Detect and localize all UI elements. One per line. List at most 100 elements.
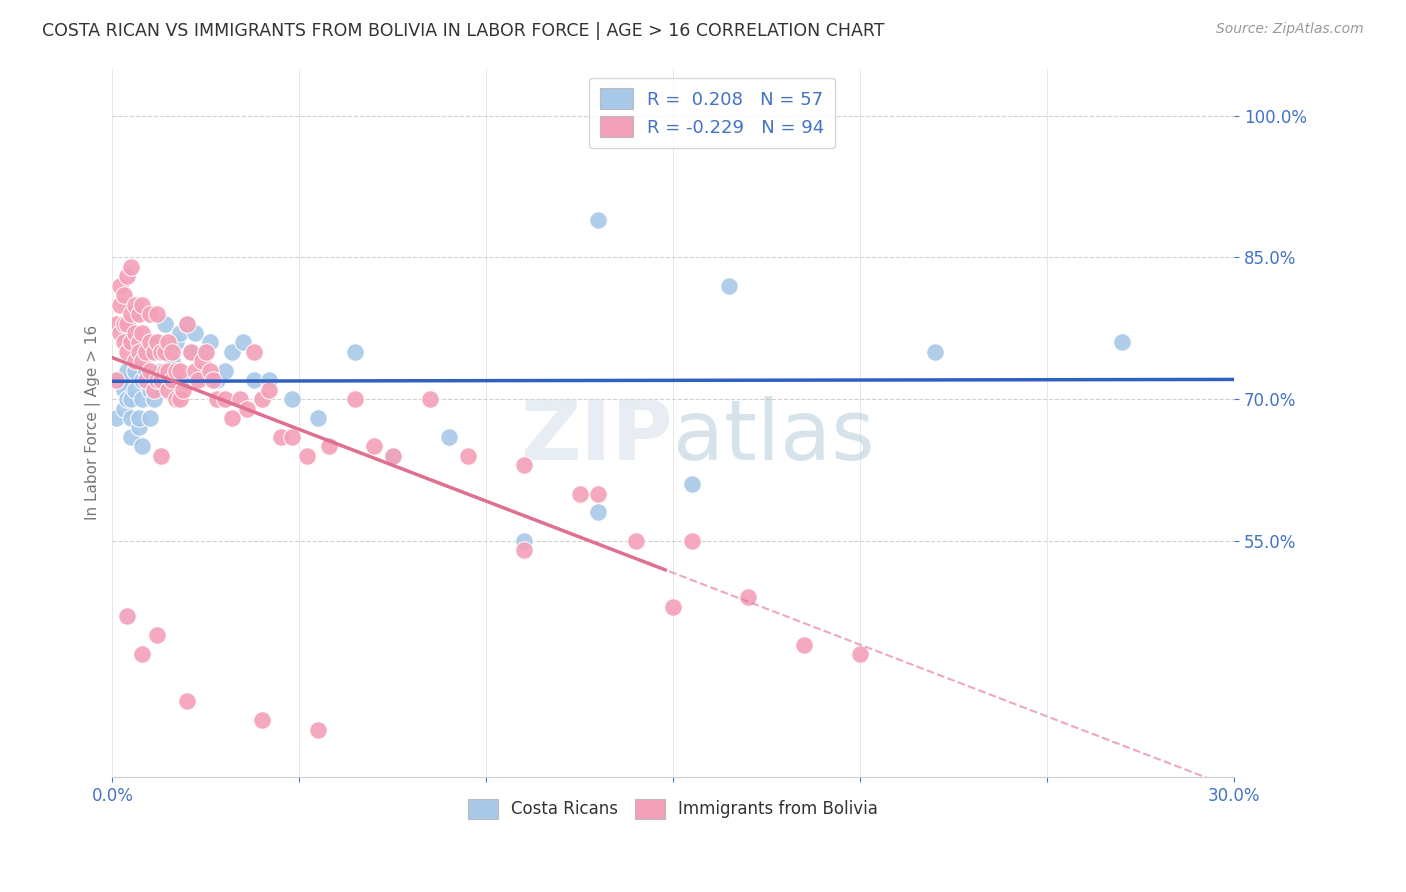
Point <box>232 335 254 350</box>
Point <box>165 392 187 406</box>
Point <box>117 317 139 331</box>
Point <box>281 392 304 406</box>
Point <box>169 392 191 406</box>
Point <box>142 344 165 359</box>
Point <box>150 373 173 387</box>
Point <box>172 383 194 397</box>
Point <box>681 533 703 548</box>
Point <box>318 439 340 453</box>
Point <box>128 411 150 425</box>
Point <box>662 599 685 614</box>
Point <box>146 628 169 642</box>
Point <box>512 533 534 548</box>
Point <box>131 373 153 387</box>
Point <box>117 269 139 284</box>
Point <box>624 533 647 548</box>
Point <box>281 430 304 444</box>
Point <box>588 212 610 227</box>
Point <box>295 449 318 463</box>
Point <box>124 364 146 378</box>
Point <box>214 364 236 378</box>
Point <box>221 411 243 425</box>
Point <box>307 411 329 425</box>
Point <box>120 392 142 406</box>
Text: COSTA RICAN VS IMMIGRANTS FROM BOLIVIA IN LABOR FORCE | AGE > 16 CORRELATION CHA: COSTA RICAN VS IMMIGRANTS FROM BOLIVIA I… <box>42 22 884 40</box>
Point <box>157 364 180 378</box>
Point <box>139 307 162 321</box>
Point <box>150 449 173 463</box>
Point <box>105 373 128 387</box>
Point <box>718 278 741 293</box>
Point <box>363 439 385 453</box>
Point <box>176 317 198 331</box>
Point <box>153 317 176 331</box>
Point <box>160 373 183 387</box>
Point <box>214 392 236 406</box>
Point <box>131 647 153 661</box>
Point <box>228 392 250 406</box>
Point <box>153 344 176 359</box>
Point <box>381 449 404 463</box>
Point <box>259 383 281 397</box>
Point <box>250 392 273 406</box>
Point <box>457 449 479 463</box>
Point <box>117 344 139 359</box>
Point <box>160 344 183 359</box>
Point <box>146 373 169 387</box>
Point <box>344 344 367 359</box>
Point <box>135 373 157 387</box>
Point <box>205 373 228 387</box>
Point <box>120 411 142 425</box>
Point <box>105 411 128 425</box>
Point <box>160 354 183 368</box>
Text: atlas: atlas <box>673 396 875 477</box>
Point <box>187 373 209 387</box>
Legend: Costa Ricans, Immigrants from Bolivia: Costa Ricans, Immigrants from Bolivia <box>461 793 884 825</box>
Point <box>180 344 202 359</box>
Point <box>191 354 214 368</box>
Point <box>128 307 150 321</box>
Y-axis label: In Labor Force | Age > 16: In Labor Force | Age > 16 <box>86 325 101 520</box>
Point <box>307 723 329 737</box>
Point <box>924 344 946 359</box>
Point <box>157 344 180 359</box>
Point <box>142 383 165 397</box>
Point <box>180 344 202 359</box>
Point <box>176 694 198 708</box>
Point <box>205 392 228 406</box>
Point <box>344 392 367 406</box>
Point <box>183 364 205 378</box>
Point <box>120 335 142 350</box>
Point <box>169 364 191 378</box>
Point <box>150 344 173 359</box>
Point <box>194 344 217 359</box>
Point <box>131 354 153 368</box>
Point <box>135 364 157 378</box>
Point <box>139 335 162 350</box>
Point <box>198 364 221 378</box>
Point <box>419 392 441 406</box>
Point <box>139 383 162 397</box>
Point <box>139 411 162 425</box>
Point <box>146 307 169 321</box>
Point <box>160 373 183 387</box>
Point <box>124 383 146 397</box>
Point <box>112 383 135 397</box>
Point <box>236 401 259 416</box>
Point <box>146 335 169 350</box>
Point <box>191 364 214 378</box>
Point <box>139 364 162 378</box>
Point <box>120 430 142 444</box>
Point <box>194 344 217 359</box>
Point <box>150 344 173 359</box>
Point <box>108 326 131 340</box>
Point <box>108 278 131 293</box>
Point <box>108 373 131 387</box>
Point <box>146 335 169 350</box>
Point <box>131 298 153 312</box>
Point <box>131 392 153 406</box>
Point <box>202 373 225 387</box>
Point <box>157 383 180 397</box>
Point <box>105 317 128 331</box>
Point <box>793 638 815 652</box>
